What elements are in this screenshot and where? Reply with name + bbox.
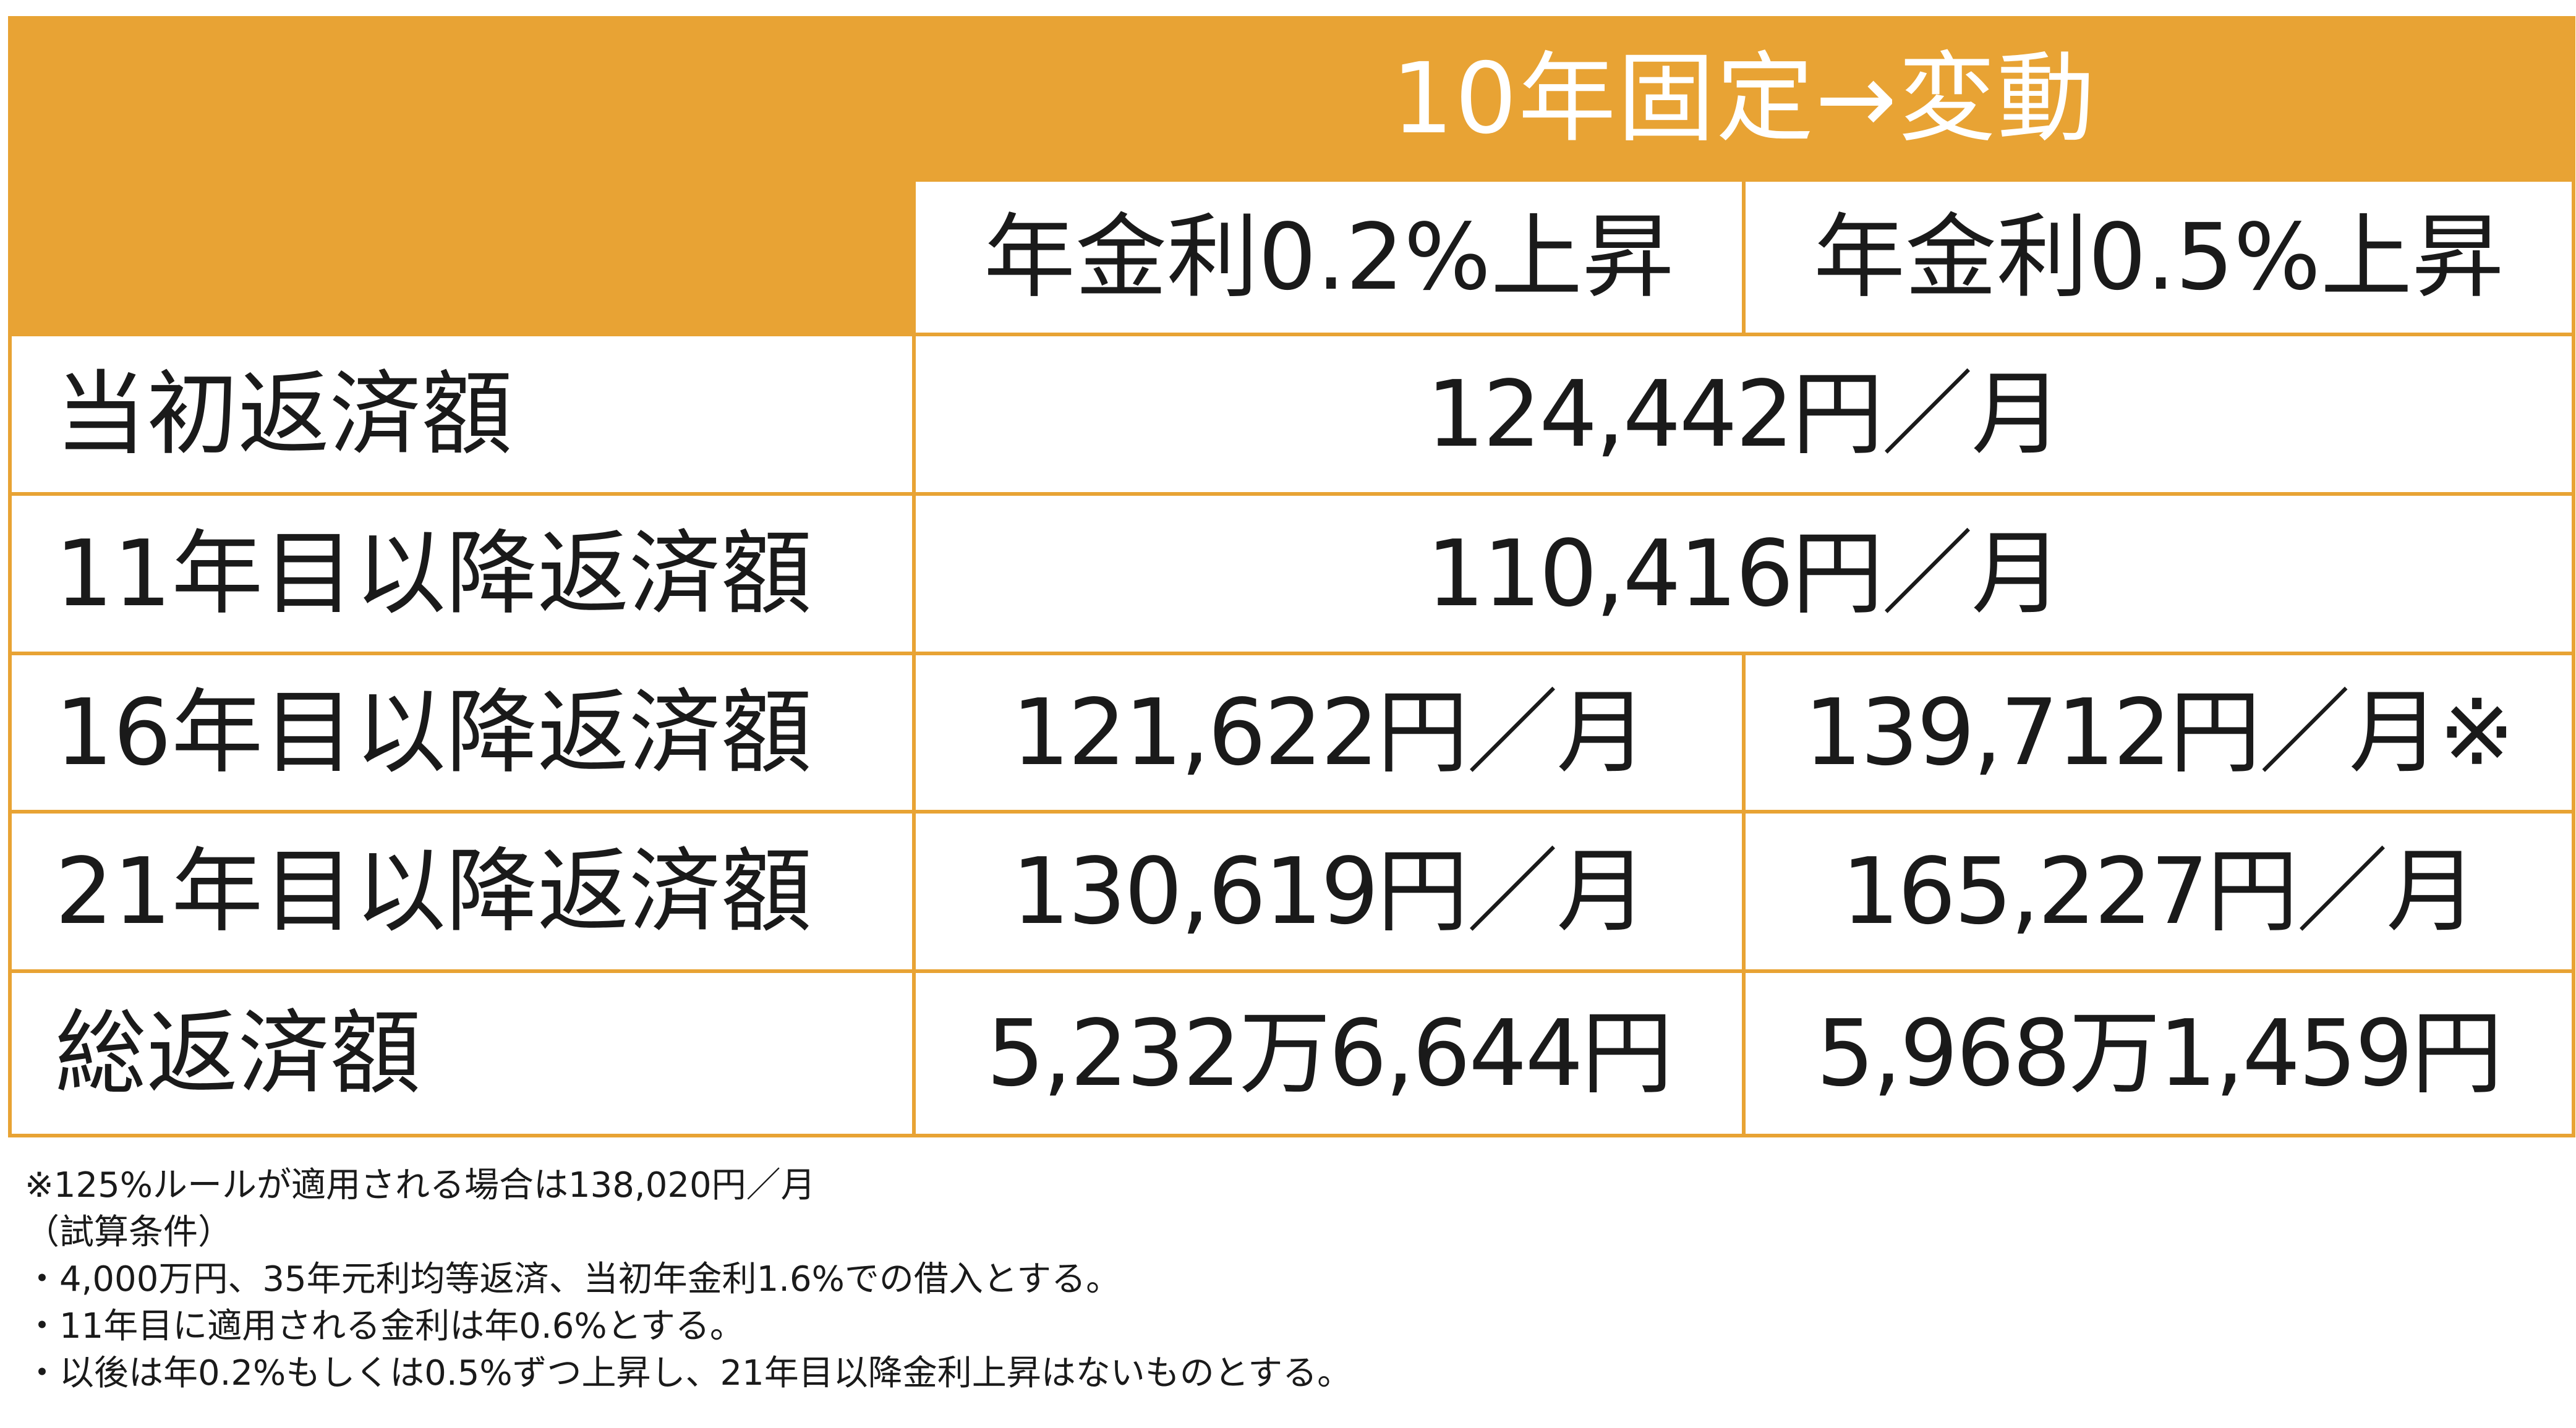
row-label-initial-payment: 当初返済額: [8, 333, 916, 496]
table-row: 21年目以降返済額 130,619円／月 165,227円／月: [8, 810, 2575, 973]
value-year21-payment-0.5: 165,227円／月: [1742, 810, 2575, 973]
column-header-0.2: 年金利0.2%上昇: [912, 178, 1746, 336]
row-label-year16-payment: 16年目以降返済額: [8, 652, 916, 814]
footnote-year11-rate: ・11年目に適用される金利は年0.6%とする。: [25, 1306, 744, 1346]
table-row: 総返済額 5,232万6,644円 5,968万1,459円: [8, 969, 2575, 1137]
value-year11-payment: 110,416円／月: [912, 492, 2575, 655]
value-total-repayment-0.5: 5,968万1,459円: [1742, 969, 2575, 1137]
header-row-columns: 年金利0.2%上昇 年金利0.5%上昇: [10, 178, 2575, 336]
footnote-125-rule: ※125%ルールが適用される場合は138,020円／月: [25, 1165, 816, 1205]
table-row: 11年目以降返済額 110,416円／月: [8, 492, 2575, 655]
row-label-year21-payment: 21年目以降返済額: [8, 810, 916, 973]
value-year16-payment-0.5: 139,712円／月※: [1742, 652, 2575, 814]
table-row: 当初返済額 124,442円／月: [8, 333, 2575, 496]
value-year16-payment-0.2: 121,622円／月: [912, 652, 1746, 814]
footnote-conditions-heading: （試算条件）: [25, 1212, 232, 1252]
table-row: 16年目以降返済額 121,622円／月 139,712円／月※: [8, 652, 2575, 814]
row-label-year11-payment: 11年目以降返済額: [8, 492, 916, 655]
repayment-table: 10年固定→変動 年金利0.2%上昇 年金利0.5%上昇 当初返済額 124,4…: [8, 16, 2575, 1137]
value-total-repayment-0.2: 5,232万6,644円: [912, 969, 1746, 1137]
row-label-total-repayment: 総返済額: [8, 969, 916, 1137]
value-initial-payment: 124,442円／月: [912, 333, 2575, 496]
column-header-0.5: 年金利0.5%上昇: [1742, 178, 2575, 336]
header-row-group: 10年固定→変動: [8, 16, 2575, 336]
footnote-rate-increase: ・以後は年0.2%もしくは0.5%ずつ上昇し、21年目以降金利上昇はないものとす…: [25, 1353, 1352, 1393]
footnote-loan-condition: ・4,000万円、35年元利均等返済、当初年金利1.6%での借入とする。: [25, 1259, 1121, 1299]
group-header: 10年固定→変動: [912, 16, 2575, 182]
value-year21-payment-0.2: 130,619円／月: [912, 810, 1746, 973]
corner-cell: [8, 16, 916, 336]
footnotes: ※125%ルールが適用される場合は138,020円／月 （試算条件） ・4,00…: [25, 1162, 2560, 1397]
